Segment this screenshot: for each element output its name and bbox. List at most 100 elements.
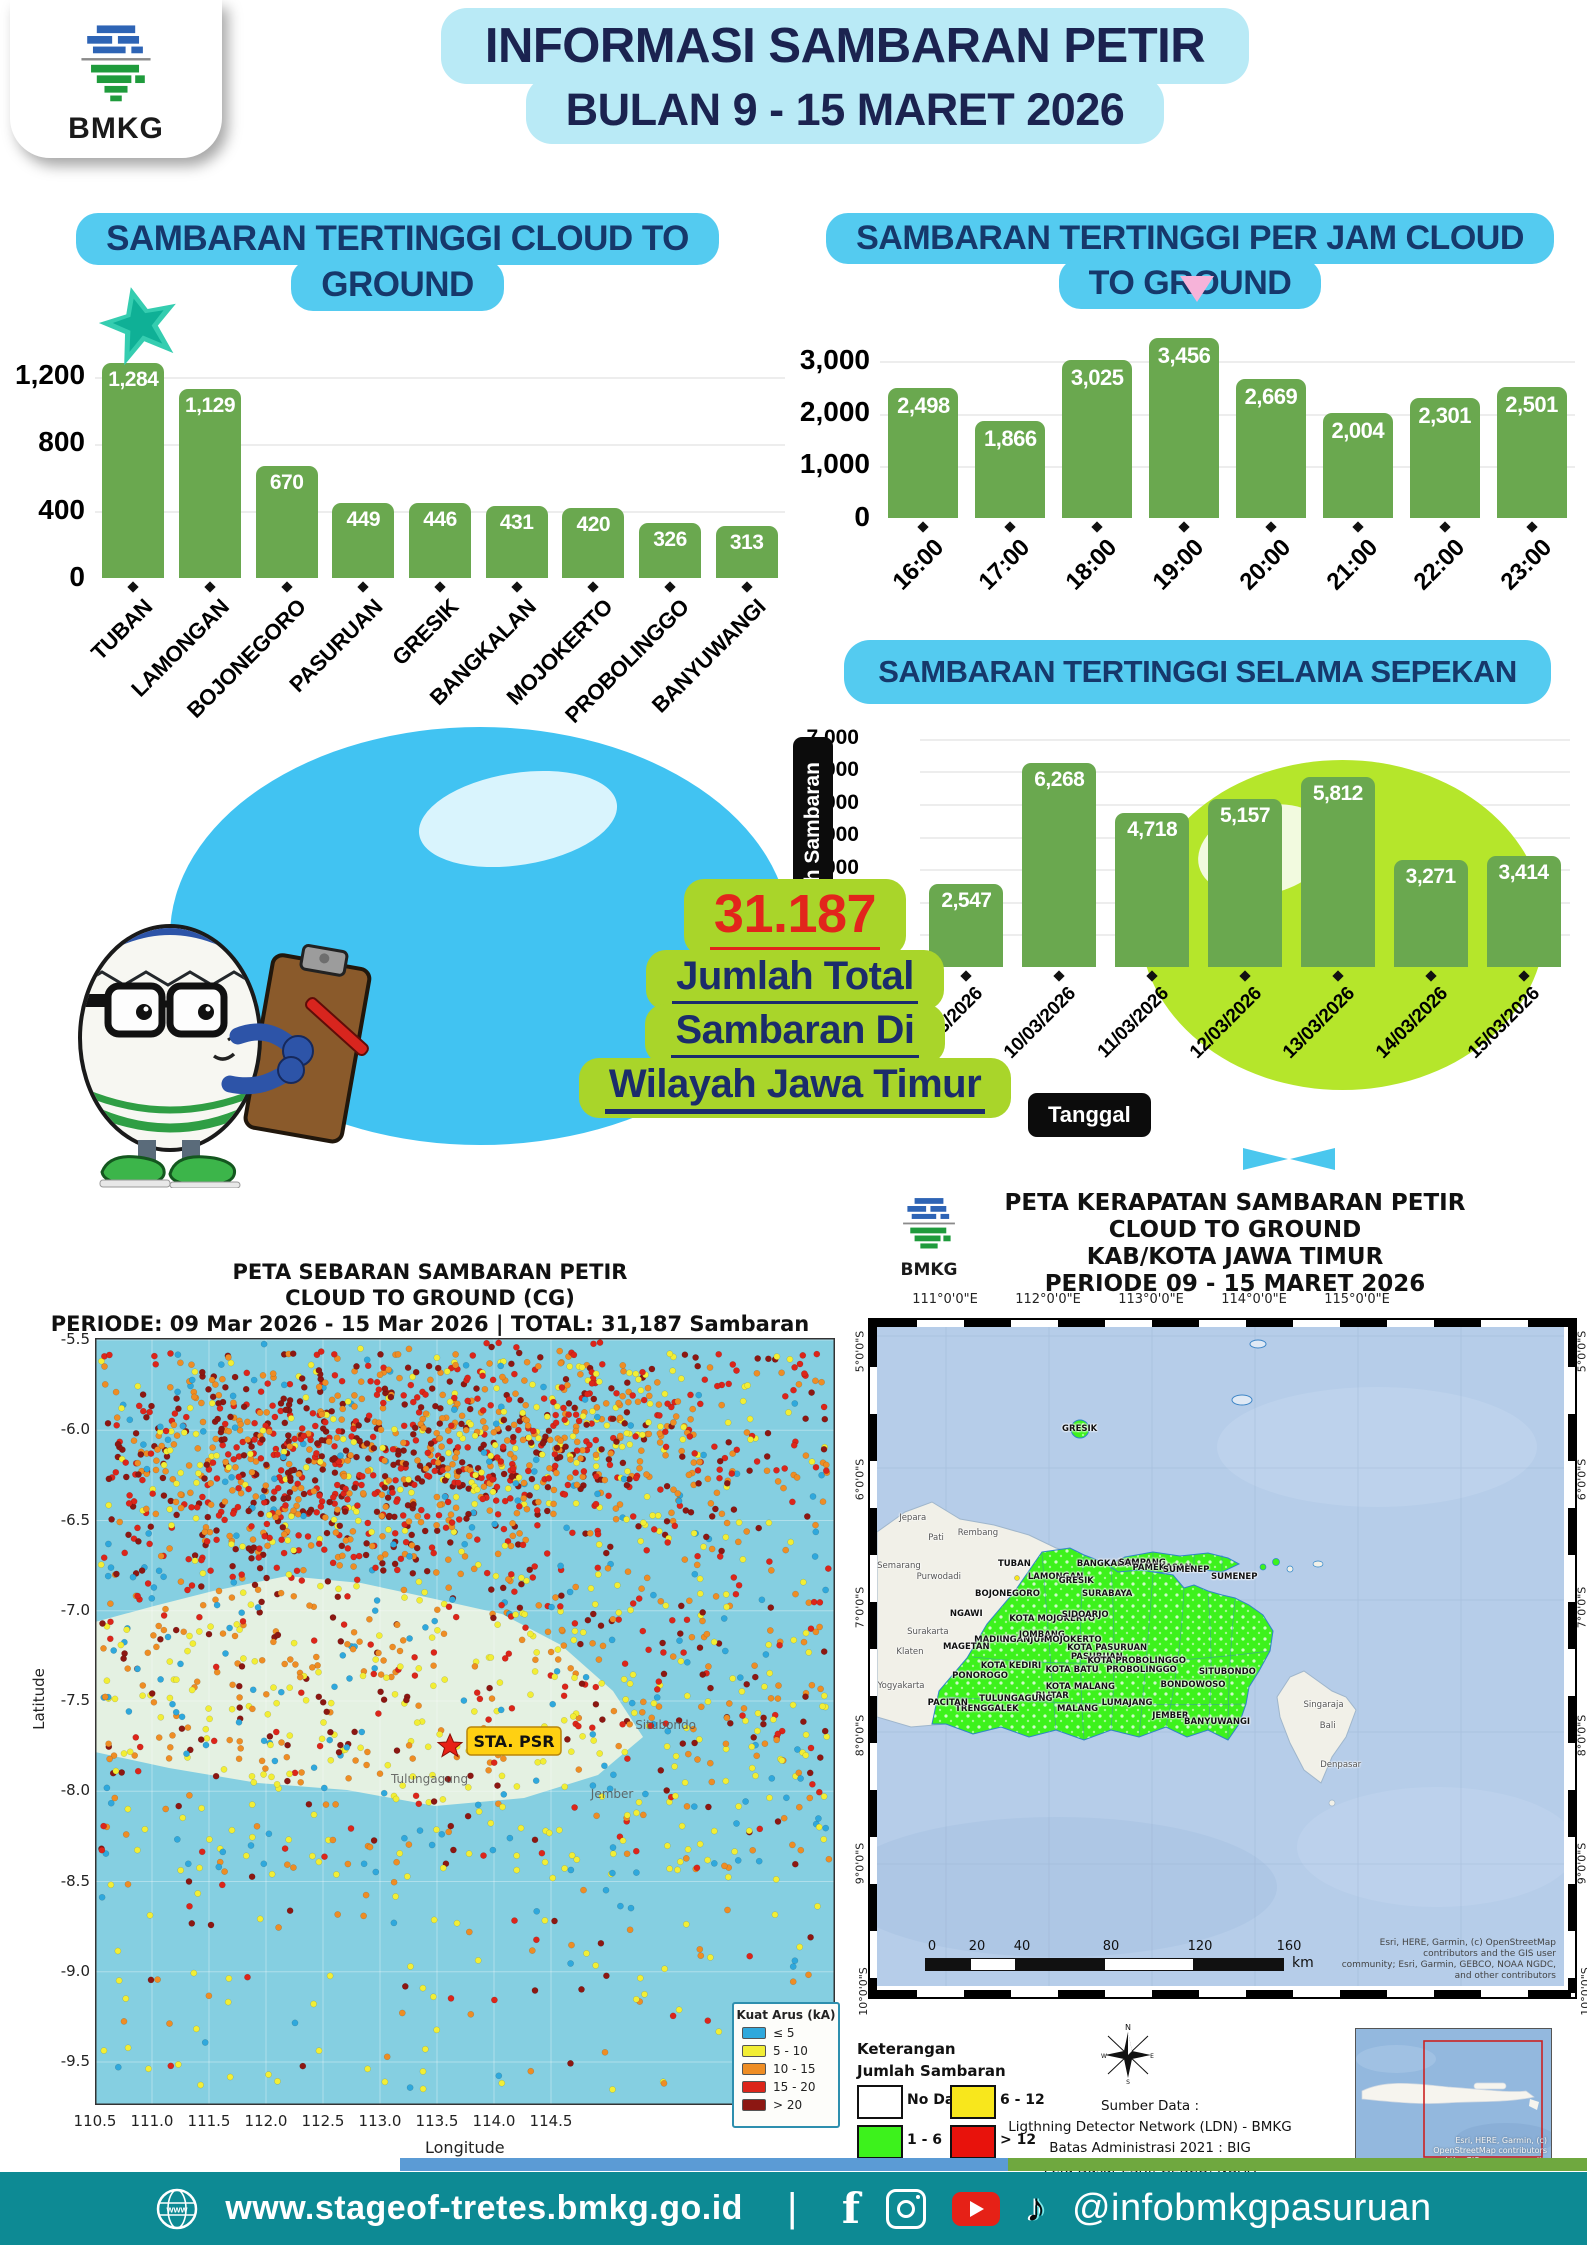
- x-axis-tick: [1178, 521, 1190, 533]
- bmkg-logo-icon: [71, 15, 161, 105]
- region-label: MOJOKERTO: [1043, 1635, 1102, 1646]
- legend-heading1: Keterangan: [857, 2040, 956, 2058]
- x-axis-tick: [434, 581, 446, 593]
- legend-swatch: [742, 2027, 766, 2039]
- map-attribution: Esri, HERE, Garmin, (c) OpenStreetMap co…: [1341, 1938, 1556, 1981]
- region-label: TUBAN: [997, 1559, 1031, 1570]
- legend-label: 10 - 15: [773, 2062, 816, 2076]
- district-boundaries: [945, 1552, 1271, 1741]
- chart-cg-by-hour: 0 1,000 2,000 3,000 2,498 16:00 1,866 17:00 3,02…: [795, 325, 1585, 635]
- svg-text:E: E: [1150, 2053, 1154, 2060]
- region-label: GRESIK: [1062, 1424, 1098, 1435]
- scatter-legend-item: ≤ 5: [742, 2026, 838, 2040]
- region-label: KOTA PROBOLINGGO: [1087, 1656, 1187, 1667]
- scatter-title-line3: PERIODE: 09 Mar 2026 - 15 Mar 2026 | TOT…: [50, 1312, 810, 1336]
- bawean-island: [1070, 1419, 1090, 1439]
- y-axis-tick-label: 0: [69, 560, 85, 592]
- lat-tick-label: -8.0: [60, 1781, 90, 1800]
- density-lat-label: 7°0'0"S: [853, 1586, 867, 1629]
- bar-value-label: 4,718: [1127, 818, 1178, 842]
- total-value: 31.187: [709, 883, 881, 952]
- region-label: Pati: [928, 1532, 944, 1543]
- x-axis-label: 19:00: [1147, 534, 1210, 596]
- source-line: Sumber Data :: [1100, 2098, 1200, 2114]
- region-label: Klaten: [896, 1646, 924, 1657]
- region-label: JOMBANG: [1018, 1630, 1065, 1641]
- x-axis-label: 16:00: [887, 534, 949, 596]
- region-label: MADIUN: [974, 1635, 1014, 1646]
- density-lat-label: 7°0'0"S: [1575, 1586, 1587, 1629]
- scatter-legend: Kuat Arus (kA) ≤ 5 5 - 10 10 - 15 15 - 20 > …: [732, 2002, 840, 2128]
- x-axis-tick: [740, 581, 753, 593]
- lightning-strike-dots: [97, 1339, 833, 2093]
- region-label: KOTA MALANG: [1045, 1681, 1115, 1692]
- bar-value-label: 431: [499, 510, 534, 534]
- instagram-icon[interactable]: [885, 2188, 926, 2229]
- density-lat-label: 8°0'0"S: [1575, 1714, 1587, 1757]
- density-legend-swatch: [950, 2085, 996, 2119]
- scalebar-segment: [1104, 1958, 1195, 1971]
- scalebar-tick: 120: [1187, 1939, 1213, 1954]
- bar-value-label: 5,157: [1219, 803, 1271, 827]
- svg-text:www: www: [166, 2204, 189, 2214]
- total-line3: Wilayah Jawa Timur: [604, 1062, 986, 1114]
- footer-website-link[interactable]: www.stageof-tretes.bmkg.go.id: [225, 2189, 743, 2227]
- station-marker: STA. PSR: [436, 1726, 562, 1758]
- region-label: Semarang: [877, 1560, 921, 1571]
- svg-text:STA. PSR: STA. PSR: [473, 1732, 554, 1751]
- divider-blue: [400, 2158, 1008, 2171]
- region-label: Surakarta: [907, 1627, 949, 1638]
- region-label: JEMBER: [1152, 1710, 1189, 1721]
- region-label: GRESIK: [1058, 1575, 1094, 1586]
- bar: 2,501: [1496, 387, 1567, 518]
- tiktok-icon[interactable]: ♪: [1025, 2186, 1046, 2230]
- gridline: [95, 443, 785, 446]
- bar: 5,157: [1208, 798, 1282, 967]
- x-axis-label: 17:00: [973, 534, 1036, 596]
- scalebar-segment: [1193, 1958, 1284, 1971]
- x-axis-label: 11/03/2026: [1093, 983, 1173, 1063]
- scalebar-tick: 160: [1276, 1939, 1302, 1954]
- x-axis-label: TUBAN: [85, 594, 158, 666]
- density-map-section: BMKG PETA KERAPATAN SAMBARAN PETIR CLOUD…: [845, 1180, 1587, 2180]
- bar: 431: [485, 505, 548, 578]
- density-lat-label: 9°0'0"S: [853, 1842, 867, 1885]
- lat-tick-label: -9.0: [60, 1961, 90, 1980]
- scatter-legend-item: 10 - 15: [742, 2062, 838, 2076]
- region-label: SAMPANG: [1118, 1557, 1166, 1568]
- bar: 6,268: [1022, 762, 1097, 967]
- gridline: [880, 361, 1575, 364]
- source-line: Batas Administrasi 2021 : BIG: [1049, 2140, 1251, 2156]
- density-lon-label: 113°0'0"E: [1118, 1292, 1184, 1307]
- page-title-line1: INFORMASI SAMBARAN PETIR: [440, 8, 1250, 84]
- bar: 3,271: [1393, 860, 1468, 967]
- bar: 326: [639, 523, 701, 578]
- youtube-icon[interactable]: [951, 2191, 1000, 2226]
- svg-text:S: S: [1126, 2079, 1130, 2086]
- footer: www www.stageof-tretes.bmkg.go.id | f ♪ …: [0, 2172, 1587, 2245]
- density-map-frame: TUBAN LAMONGAN GRESIK SURABAYA BANGKALAN SAMP…: [868, 1318, 1577, 1999]
- x-axis-label: GRESIK: [387, 594, 464, 671]
- bar: 2,498: [888, 387, 959, 518]
- bar: 1,284: [102, 362, 165, 578]
- region-label: SITUBONDO: [1198, 1666, 1256, 1677]
- scalebar-tick: 20: [968, 1939, 986, 1954]
- x-axis-tick: [204, 581, 216, 593]
- density-legend-swatch: [857, 2085, 903, 2119]
- region-label: BLITAR: [1035, 1691, 1069, 1702]
- region-label: Purwodadi: [916, 1572, 962, 1583]
- bar: 2,669: [1235, 378, 1306, 518]
- x-axis-label: 22:00: [1408, 534, 1470, 596]
- svg-text:Tulungagung: Tulungagung: [390, 1772, 468, 1786]
- bar-value-label: 2,498: [897, 392, 950, 418]
- facebook-icon[interactable]: f: [841, 2184, 860, 2233]
- bar-value-label: 313: [729, 530, 764, 554]
- y-axis-tick-label: 400: [38, 493, 85, 525]
- scatter-legend-title: Kuat Arus (kA): [736, 2008, 836, 2022]
- footer-social-handle[interactable]: @infobmkgpasuruan: [1071, 2187, 1432, 2229]
- density-legend-swatch: [857, 2125, 903, 2159]
- bar-value-label: 2,547: [941, 888, 992, 912]
- region-label: BONDOWOSO: [1160, 1679, 1226, 1690]
- bar-value-label: 3,456: [1157, 342, 1211, 368]
- svg-text:Jember: Jember: [590, 1787, 634, 1801]
